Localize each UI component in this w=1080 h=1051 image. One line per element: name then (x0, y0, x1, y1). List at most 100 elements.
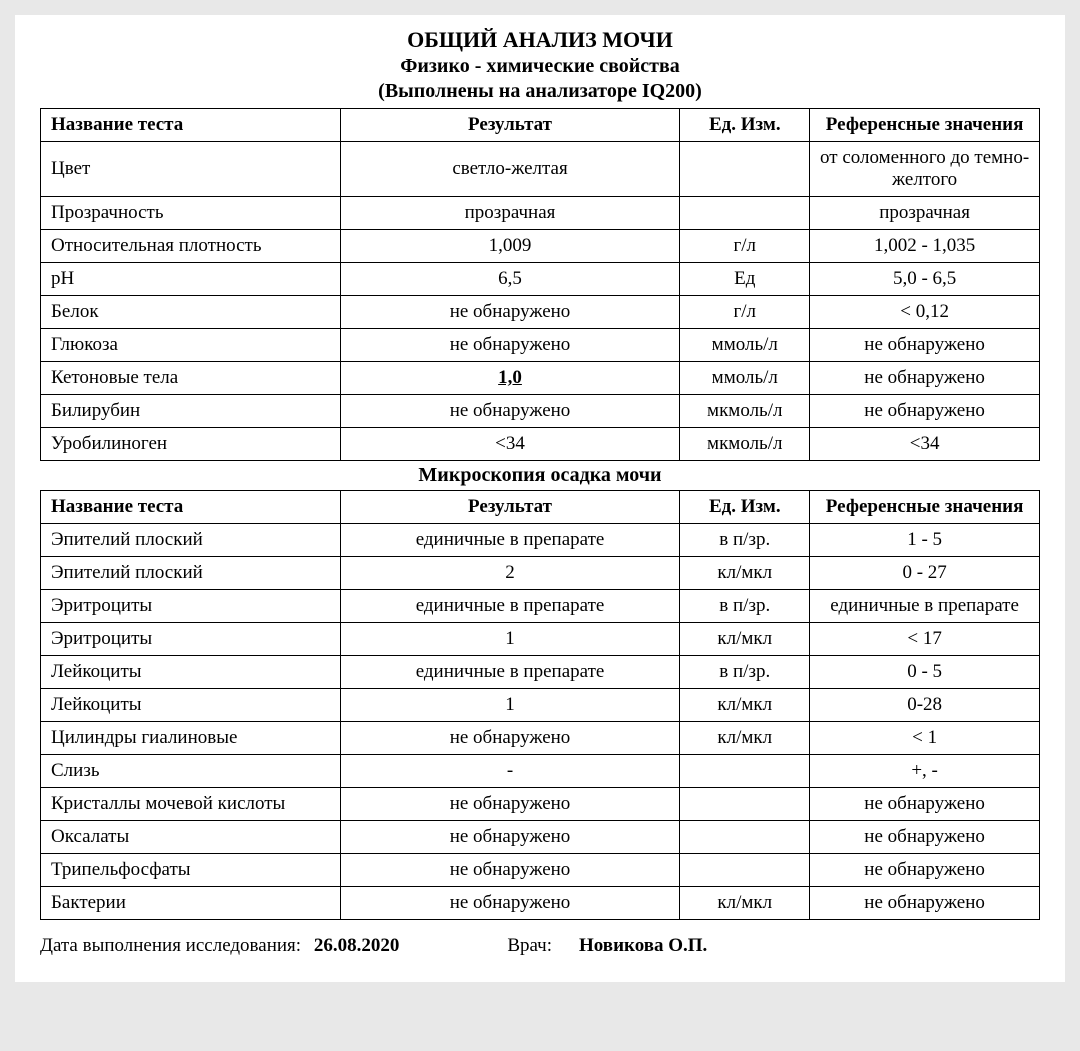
cell-result: не обнаружено (340, 854, 680, 887)
cell-result: не обнаружено (340, 788, 680, 821)
cell-reference: < 1 (810, 722, 1040, 755)
cell-unit (680, 142, 810, 197)
table-row: Глюкозане обнаруженоммоль/лне обнаружено (41, 329, 1040, 362)
cell-test-name: Прозрачность (41, 197, 341, 230)
cell-test-name: Глюкоза (41, 329, 341, 362)
cell-test-name: Уробилиноген (41, 428, 341, 461)
cell-reference: не обнаружено (810, 362, 1040, 395)
table-header-row: Название теста Результат Ед. Изм. Рефере… (41, 491, 1040, 524)
cell-result: светло-желтая (340, 142, 680, 197)
table-row: Уробилиноген<34мкмоль/л<34 (41, 428, 1040, 461)
cell-unit (680, 755, 810, 788)
cell-reference: 1 - 5 (810, 524, 1040, 557)
cell-test-name: Цвет (41, 142, 341, 197)
col-header-name: Название теста (41, 109, 341, 142)
cell-unit: кл/мкл (680, 722, 810, 755)
cell-unit: в п/зр. (680, 656, 810, 689)
cell-unit (680, 197, 810, 230)
report-subtitle-1: Физико - химические свойства (40, 55, 1040, 78)
cell-reference: не обнаружено (810, 854, 1040, 887)
table-row: Прозрачностьпрозрачнаяпрозрачная (41, 197, 1040, 230)
cell-test-name: Цилиндры гиалиновые (41, 722, 341, 755)
cell-reference: не обнаружено (810, 788, 1040, 821)
cell-result: не обнаружено (340, 296, 680, 329)
cell-result: не обнаружено (340, 329, 680, 362)
date-value: 26.08.2020 (314, 935, 400, 956)
table-row: Билирубинне обнаруженомкмоль/лне обнаруж… (41, 395, 1040, 428)
cell-test-name: Оксалаты (41, 821, 341, 854)
col-header-unit: Ед. Изм. (680, 491, 810, 524)
table-row: Эпителий плоский2кл/мкл0 - 27 (41, 557, 1040, 590)
cell-unit: ммоль/л (680, 362, 810, 395)
cell-unit: мкмоль/л (680, 428, 810, 461)
cell-test-name: Лейкоциты (41, 656, 341, 689)
table-row: Слизь-+, - (41, 755, 1040, 788)
report-subtitle-2: (Выполнены на анализаторе IQ200) (40, 80, 1040, 103)
cell-result: 1,0 (340, 362, 680, 395)
table-row: pH6,5Ед5,0 - 6,5 (41, 263, 1040, 296)
cell-test-name: Относительная плотность (41, 230, 341, 263)
cell-unit (680, 854, 810, 887)
cell-test-name: pH (41, 263, 341, 296)
cell-reference: 1,002 - 1,035 (810, 230, 1040, 263)
cell-test-name: Трипельфосфаты (41, 854, 341, 887)
table-row: Оксалатыне обнаруженоне обнаружено (41, 821, 1040, 854)
cell-unit: кл/мкл (680, 623, 810, 656)
footer-doctor: Врач: Новикова О.П. (507, 935, 715, 957)
cell-unit (680, 788, 810, 821)
cell-test-name: Бактерии (41, 887, 341, 920)
cell-result: <34 (340, 428, 680, 461)
cell-reference: 0 - 27 (810, 557, 1040, 590)
microscopy-table: Название теста Результат Ед. Изм. Рефере… (40, 490, 1040, 920)
cell-unit: кл/мкл (680, 887, 810, 920)
cell-unit: г/л (680, 230, 810, 263)
cell-result: единичные в препарате (340, 524, 680, 557)
cell-result: единичные в препарате (340, 590, 680, 623)
cell-result: 1 (340, 623, 680, 656)
col-header-unit: Ед. Изм. (680, 109, 810, 142)
cell-result: единичные в препарате (340, 656, 680, 689)
cell-result: не обнаружено (340, 887, 680, 920)
table-row: Эритроцитыединичные в препаратев п/зр.ед… (41, 590, 1040, 623)
cell-unit: Ед (680, 263, 810, 296)
cell-reference: не обнаружено (810, 395, 1040, 428)
cell-unit: в п/зр. (680, 590, 810, 623)
cell-reference: не обнаружено (810, 821, 1040, 854)
cell-reference: 0 - 5 (810, 656, 1040, 689)
table-row: Бактериине обнаруженокл/мклне обнаружено (41, 887, 1040, 920)
cell-reference: <34 (810, 428, 1040, 461)
table-row: Кетоновые тела1,0ммоль/лне обнаружено (41, 362, 1040, 395)
table-row: Цветсветло-желтая от соломенного до темно… (41, 142, 1040, 197)
col-header-ref: Референсные значения (810, 109, 1040, 142)
cell-reference: прозрачная (810, 197, 1040, 230)
table-row: Белокне обнаруженог/л< 0,12 (41, 296, 1040, 329)
col-header-name: Название теста (41, 491, 341, 524)
cell-result: прозрачная (340, 197, 680, 230)
lab-report-page: ОБЩИЙ АНАЛИЗ МОЧИ Физико - химические св… (15, 15, 1065, 982)
cell-result: 1 (340, 689, 680, 722)
section-microscopy-title: Микроскопия осадка мочи (40, 464, 1040, 487)
table-row: Лейкоциты1кл/мкл0-28 (41, 689, 1040, 722)
cell-result: не обнаружено (340, 395, 680, 428)
cell-reference: от соломенного до темно-желтого (810, 142, 1040, 197)
table-row: Относительная плотность1,009г/л1,002 - 1… (41, 230, 1040, 263)
table-header-row: Название теста Результат Ед. Изм. Рефере… (41, 109, 1040, 142)
cell-reference: единичные в препарате (810, 590, 1040, 623)
col-header-result: Результат (340, 491, 680, 524)
table-row: Кристаллы мочевой кислотыне обнаруженоне… (41, 788, 1040, 821)
col-header-ref: Референсные значения (810, 491, 1040, 524)
cell-reference: < 0,12 (810, 296, 1040, 329)
cell-result: 1,009 (340, 230, 680, 263)
table-row: Цилиндры гиалиновыене обнаруженокл/мкл< … (41, 722, 1040, 755)
report-header: ОБЩИЙ АНАЛИЗ МОЧИ Физико - химические св… (40, 27, 1040, 103)
cell-reference: не обнаружено (810, 887, 1040, 920)
cell-test-name: Лейкоциты (41, 689, 341, 722)
table-row: Эритроциты1кл/мкл< 17 (41, 623, 1040, 656)
table-row: Трипельфосфатыне обнаруженоне обнаружено (41, 854, 1040, 887)
cell-reference: 0-28 (810, 689, 1040, 722)
cell-unit: в п/зр. (680, 524, 810, 557)
cell-test-name: Билирубин (41, 395, 341, 428)
cell-unit: г/л (680, 296, 810, 329)
footer-date: Дата выполнения исследования: 26.08.2020 (40, 935, 407, 957)
cell-result: не обнаружено (340, 722, 680, 755)
